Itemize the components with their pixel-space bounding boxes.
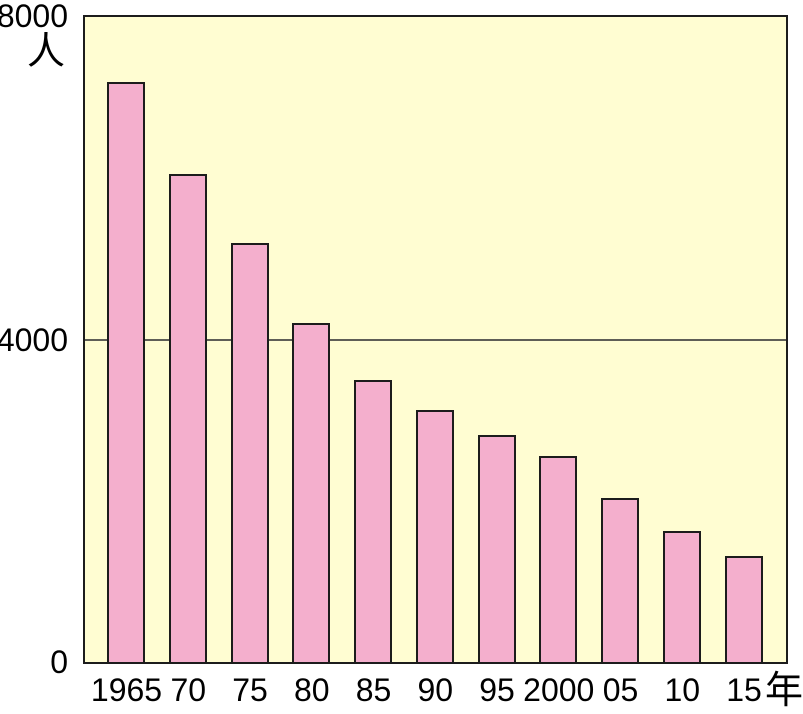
bar-85 <box>354 379 392 662</box>
bar-05 <box>601 498 639 662</box>
x-tick-70: 70 <box>170 672 207 708</box>
bar-70 <box>168 174 207 662</box>
x-tick-05: 05 <box>602 672 639 708</box>
x-tick-15: 15 <box>726 672 762 708</box>
y-axis-unit-people: 人 <box>26 31 65 73</box>
y-tick-8000: 8000 <box>0 0 68 34</box>
bar-15 <box>724 556 763 662</box>
x-axis-unit-year: 年 <box>765 670 803 712</box>
bar-2000 <box>539 456 578 662</box>
y-tick-4000: 4000 <box>0 322 68 358</box>
x-tick-90: 90 <box>417 672 454 708</box>
x-tick-2000: 2000 <box>523 672 595 708</box>
gridline-4000 <box>85 338 786 341</box>
x-tick-80: 80 <box>293 672 330 708</box>
plot-area <box>83 15 788 664</box>
bars-container <box>85 17 786 662</box>
bar-75 <box>230 242 269 662</box>
x-tick-75: 75 <box>232 672 268 708</box>
x-axis-labels: 1965 70 75 80 85 90 95 2000 05 10 15 <box>0 674 803 710</box>
x-tick-95: 95 <box>479 672 515 708</box>
bar-10 <box>662 530 701 662</box>
x-tick-85: 85 <box>355 672 392 708</box>
bar-80 <box>292 323 331 662</box>
y-axis-labels: 8000 人 4000 0 <box>0 0 68 714</box>
bar-95 <box>477 435 516 662</box>
x-tick-1965: 1965 <box>90 672 163 708</box>
x-tick-10: 10 <box>664 672 701 708</box>
bar-1965 <box>107 81 145 662</box>
y-tick-0: 0 <box>50 644 68 680</box>
bar-90 <box>415 409 454 662</box>
